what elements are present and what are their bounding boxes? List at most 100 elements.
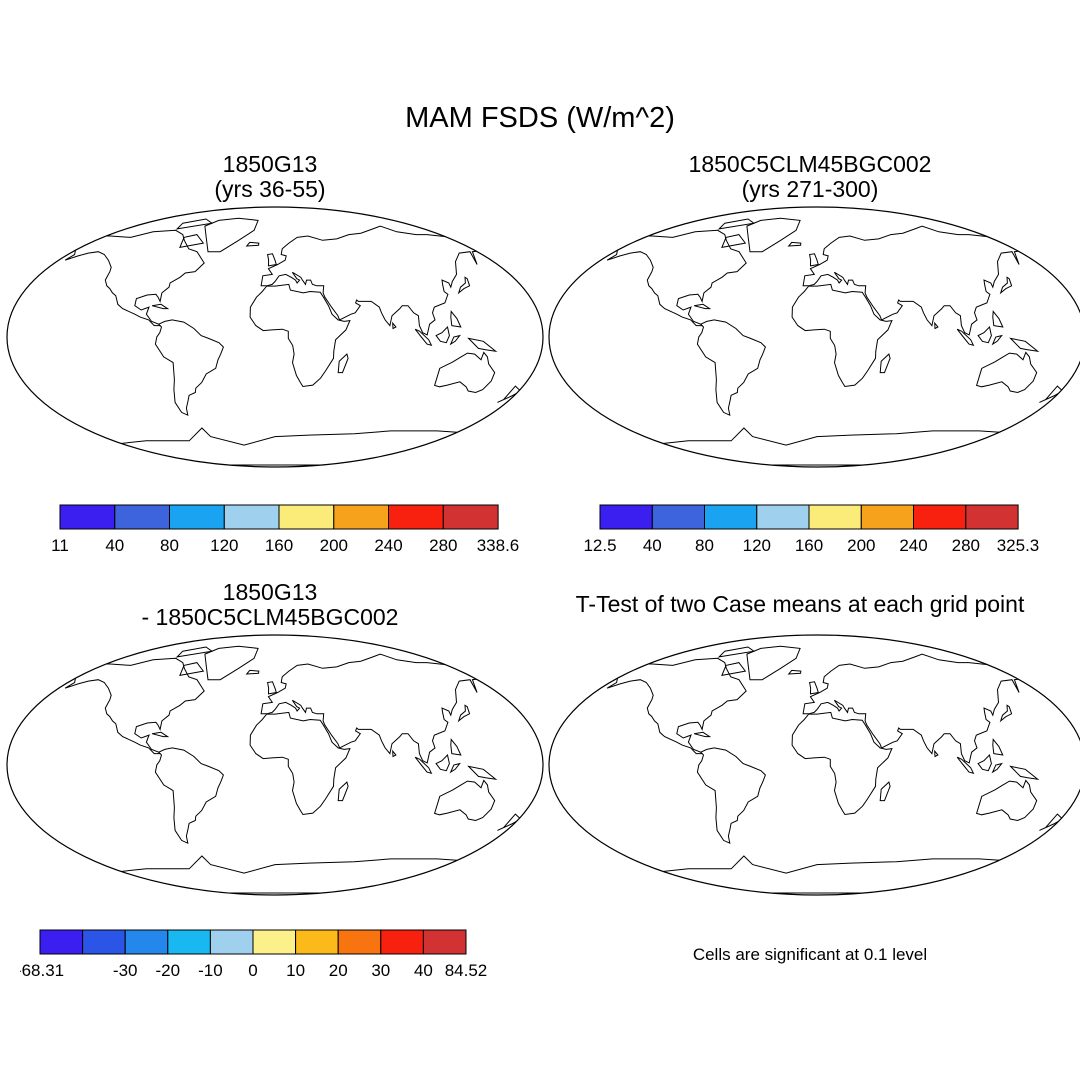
colorbar-swatch: [599, 504, 653, 530]
coastline-sumatra: [956, 328, 975, 346]
coastline-uk: [267, 681, 277, 695]
colorbar-swatch: [651, 504, 706, 530]
coastline-eurasia: [260, 225, 488, 336]
coastline-new-guinea: [1009, 337, 1040, 352]
colorbar-label: 325.3: [997, 536, 1040, 555]
colorbar-swatch: [59, 504, 116, 530]
panel2-title: 1850C5CLM45BGC002 (yrs 271-300): [580, 152, 1040, 202]
coastline-sumatra: [414, 756, 433, 774]
coastline-philippines: [992, 738, 1004, 756]
panel4-note: Cells are significant at 0.1 level: [600, 945, 1020, 965]
coastline-south-america: [696, 319, 766, 417]
colorbar-swatch: [965, 504, 1019, 530]
coastline-sulawesi: [449, 762, 461, 774]
colorbar-label: 120: [210, 536, 238, 555]
coastline-sulawesi: [449, 334, 461, 346]
colorbar-swatch: [442, 504, 499, 530]
colorbar-swatch: [39, 929, 84, 955]
map-border: [548, 206, 1080, 468]
panel3-title-line1: 1850G13: [40, 580, 500, 605]
map-panel-1: [6, 206, 544, 468]
coastline-cuba: [693, 303, 712, 310]
coastline-borneo: [977, 325, 992, 344]
coastline-ellesmere: [175, 646, 214, 658]
colorbar-label: 240: [374, 536, 402, 555]
coastline-uk: [809, 681, 819, 695]
coastline-north-america: [64, 657, 205, 755]
colorbar-swatch: [278, 504, 335, 530]
coastline-eurasia: [802, 653, 1030, 764]
coastline-new-guinea: [467, 765, 498, 780]
map-border: [6, 634, 544, 896]
coastline-madagascar: [337, 353, 349, 374]
colorbar-label: 280: [952, 536, 980, 555]
coastlines: [64, 645, 522, 894]
coastline-baffin: [179, 234, 205, 249]
panel2-title-line1: 1850C5CLM45BGC002: [580, 152, 1040, 177]
colorbar-swatch: [295, 929, 339, 955]
colorbar-swatch: [380, 929, 424, 955]
coastline-borneo: [977, 753, 992, 772]
panel4-title: T-Test of two Case means at each grid po…: [550, 592, 1050, 617]
colorbar-label: 40: [643, 536, 662, 555]
colorbar-swatch: [337, 929, 382, 955]
map-panel-2: [548, 206, 1080, 468]
colorbar-label: -10: [198, 961, 223, 980]
panel2-title-line2: (yrs 271-300): [580, 177, 1040, 202]
colorbar-label: 80: [695, 536, 714, 555]
coastline-africa: [791, 711, 893, 816]
colorbar-swatch: [209, 929, 254, 955]
coastline-sri-lanka: [392, 321, 397, 330]
colorbar-label: -20: [156, 961, 181, 980]
coastline-sumatra: [414, 328, 433, 346]
colorbar-swatch: [756, 504, 810, 530]
colorbar-label: 40: [105, 536, 124, 555]
colorbar-swatch: [223, 504, 280, 530]
colorbar-label: 200: [847, 536, 875, 555]
colorbar-label: 240: [899, 536, 927, 555]
coastline-sri-lanka: [934, 749, 939, 758]
colorbar-label: 338.6: [477, 536, 520, 555]
coastline-greenland: [204, 217, 259, 253]
colorbar-label: 160: [795, 536, 823, 555]
colorbar-swatch: [114, 504, 171, 530]
colorbar-swatch: [169, 504, 225, 530]
coastline-borneo: [435, 753, 450, 772]
coastline-australia: [975, 779, 1038, 822]
panel1-title-line1: 1850G13: [40, 152, 500, 177]
coastline-cuba: [693, 731, 712, 738]
coastline-philippines: [992, 310, 1004, 328]
coastline-africa: [249, 711, 351, 816]
colorbar-label: 120: [743, 536, 771, 555]
coastline-sulawesi: [991, 762, 1003, 774]
colorbar-label: -68.31: [20, 961, 64, 980]
coastline-australia: [433, 779, 496, 822]
coastline-philippines: [450, 738, 462, 756]
panel1-title: 1850G13 (yrs 36-55): [40, 152, 500, 202]
coastline-north-america: [606, 657, 747, 755]
coastline-uk: [809, 253, 819, 267]
panel1-title-line2: (yrs 36-55): [40, 177, 500, 202]
colorbar-label: 12.5: [583, 536, 616, 555]
coastline-south-america: [696, 747, 766, 845]
coastline-south-america: [154, 319, 224, 417]
colorbar-label: 11: [51, 536, 69, 555]
colorbar-swatch: [82, 929, 126, 955]
coastline-japan: [457, 704, 471, 723]
colorbar-label: 160: [265, 536, 293, 555]
coastline-baffin: [721, 234, 747, 249]
coastline-iceland: [787, 669, 802, 675]
coastline-eurasia: [802, 225, 1030, 336]
coastline-greenland: [204, 645, 259, 681]
coastline-ellesmere: [717, 646, 756, 658]
colorbar-swatch: [808, 504, 862, 530]
panel3-title: 1850G13 - 1850C5CLM45BGC002: [40, 580, 500, 630]
figure-title: MAM FSDS (W/m^2): [0, 102, 1080, 135]
colorbar-swatch: [704, 504, 758, 530]
colorbar-swatch: [252, 929, 297, 955]
coastline-baffin: [721, 662, 747, 677]
colorbar-label: 84.52: [445, 961, 488, 980]
colorbar-1: 11 40 80 120 160 200 240 280 338.6: [51, 504, 520, 555]
coastline-sri-lanka: [934, 321, 939, 330]
map-border: [548, 634, 1080, 896]
